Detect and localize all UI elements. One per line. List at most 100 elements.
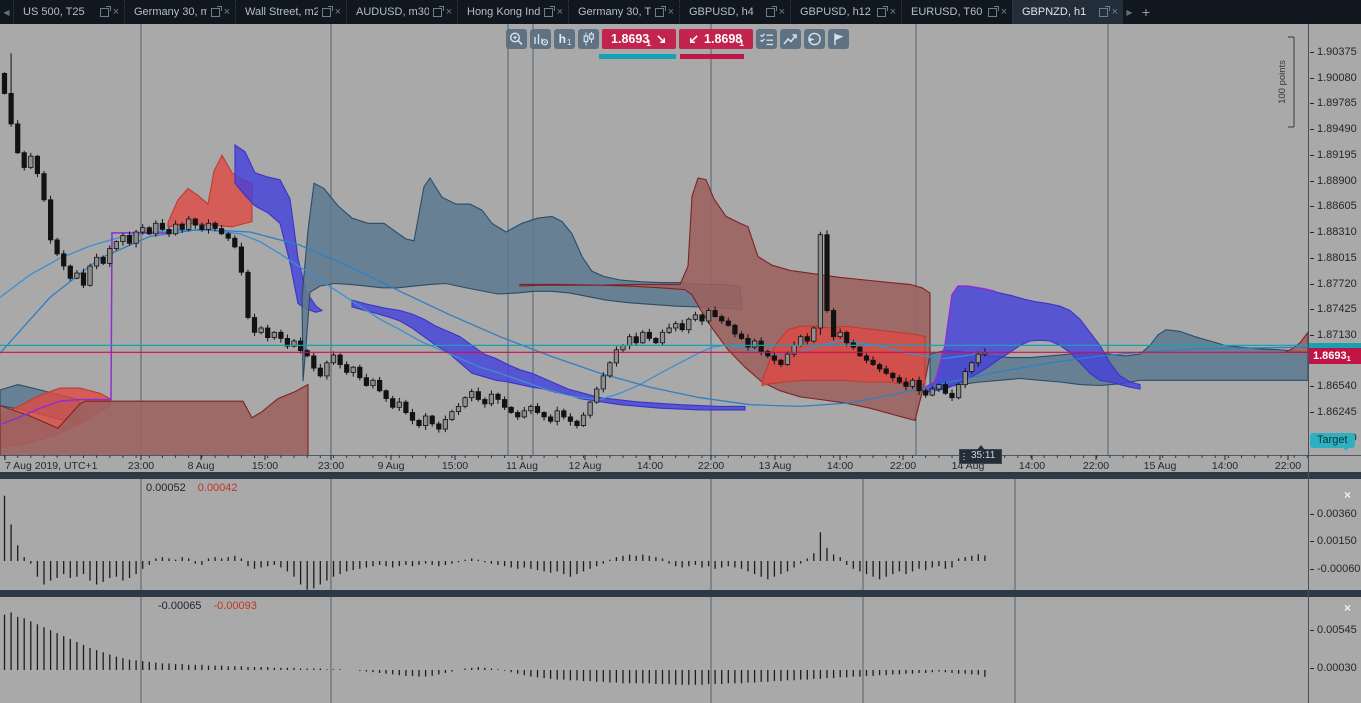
tab-close-icon[interactable]: × [778,5,785,18]
price-tick: 1.86245 [1309,406,1357,418]
sell-button[interactable]: 1.86931 [602,29,676,49]
time-label: 14:00 [1019,460,1045,472]
popout-icon[interactable] [210,5,222,17]
oscillator1-axis[interactable]: 0.00360 0.00150 -0.00060 [1309,479,1361,590]
chart-tab-eurusd-t60[interactable]: EURUSD, T60 × [901,0,1012,24]
oscillator2-canvas[interactable] [0,597,1308,703]
oscillator2-axis[interactable]: 0.00545 0.00030 [1309,597,1361,703]
time-label: 23:00 [128,460,154,472]
time-label: 22:00 [1083,460,1109,472]
price-tick: 1.90080 [1309,72,1357,84]
time-label: 7 Aug 2019, UTC+1 [5,460,98,472]
tab-close-icon[interactable]: × [1000,5,1007,18]
chart-tab-bar: ◀ US 500, T25 ×Germany 30, m2 ×Wall Stre… [0,0,1361,24]
tab-close-icon[interactable]: × [112,5,119,18]
popout-icon[interactable] [99,5,111,17]
close-icon: × [1343,488,1351,502]
candlestick-chart-canvas[interactable]: 100 points [0,24,1308,455]
sentiment-button[interactable] [804,29,825,49]
time-label: 23:00 [318,460,344,472]
tab-label: GBPUSD, h4 [689,6,754,18]
sell-price: 1.86931 [611,32,651,48]
panel-separator[interactable] [0,590,1361,597]
price-tick: 1.87425 [1309,303,1357,315]
chart-tab-germany-30-t60[interactable]: Germany 30, T60 × [568,0,679,24]
chart-type-button[interactable] [578,29,599,49]
axis-border [1308,24,1309,703]
tab-close-icon[interactable]: × [667,5,674,18]
indicators-button[interactable] [780,29,801,49]
tab-label: EURUSD, T60 [911,6,983,18]
bar-countdown-badge[interactable]: 35:11 [959,445,1003,464]
price-tick: 1.87130 [1309,329,1357,341]
time-label: 22:00 [890,460,916,472]
tab-close-icon[interactable]: × [556,5,563,18]
signals-button[interactable] [828,29,849,49]
time-label: 22:00 [1275,460,1301,472]
price-tick: 1.88605 [1309,200,1357,212]
time-label: 15 Aug [1144,460,1177,472]
tab-scroll-right-button[interactable]: ▶ [1123,0,1136,24]
oscillator1-prev-value: 0.00052 [146,482,186,494]
tabs-container: US 500, T25 ×Germany 30, m2 ×Wall Street… [13,0,1123,24]
tab-close-icon[interactable]: × [223,5,230,18]
popout-icon[interactable] [1098,5,1110,17]
chart-tab-audusd-m30[interactable]: AUDUSD, m30 × [346,0,457,24]
target-badge[interactable]: Target [1310,433,1355,451]
oscillator-tick: 0.00545 [1309,624,1357,636]
popout-icon[interactable] [543,5,555,17]
scroll-left-icon: ◀ [3,7,10,17]
chart-tab-hong-kong-ind-[interactable]: Hong Kong Ind... × [457,0,568,24]
current-price-marker: 1.86931 [1309,348,1361,364]
oscillator1-values: 0.00052 0.00042 [146,482,238,494]
watchlist-button[interactable] [756,29,777,49]
chart-tab-wall-street-m2[interactable]: Wall Street, m2 × [235,0,346,24]
add-chart-tab-button[interactable]: + [1136,0,1156,24]
popout-icon[interactable] [987,5,999,17]
chart-tab-us-500-t25[interactable]: US 500, T25 × [13,0,124,24]
popout-icon[interactable] [432,5,444,17]
oscillator-tick: -0.00060 [1309,563,1360,575]
popout-icon[interactable] [765,5,777,17]
oscillator-tick: 0.00030 [1309,662,1357,674]
oscillator1-close-button[interactable]: × [1341,489,1354,502]
buy-button[interactable]: 1.86981 [679,29,753,49]
popout-icon[interactable] [321,5,333,17]
tab-scroll-left-button[interactable]: ◀ [0,0,13,24]
zoom-button[interactable] [506,29,527,49]
tab-close-icon[interactable]: × [445,5,452,18]
price-axis[interactable]: 1.90375 1.90080 1.89785 1.89490 1.89195 1.889… [1309,24,1361,455]
price-tick: 1.90375 [1309,46,1357,58]
oscillator1-canvas[interactable] [0,479,1308,590]
candlestick-icon [583,32,594,46]
chart-tab-germany-30-m2[interactable]: Germany 30, m2 × [124,0,235,24]
tab-close-icon[interactable]: × [889,5,896,18]
time-label: 15:00 [442,460,468,472]
oscillator2-close-button[interactable]: × [1341,602,1354,615]
tab-close-icon[interactable]: × [1111,5,1118,18]
time-label: 22:00 [698,460,724,472]
magnifier-plus-icon [509,32,523,46]
popout-icon[interactable] [876,5,888,17]
tab-label: Germany 30, m2 [134,6,207,18]
chart-settings-button[interactable] [530,29,551,49]
price-tick: 1.89785 [1309,97,1357,109]
chart-tab-gbpusd-h12[interactable]: GBPUSD, h12 × [790,0,901,24]
tab-close-icon[interactable]: × [334,5,341,18]
time-label: 15:00 [252,460,278,472]
time-axis[interactable]: 7 Aug 2019, UTC+1 23:00 8 Aug 15:00 23:00 9 A… [0,455,1361,472]
chart-tab-gbpusd-h4[interactable]: GBPUSD, h4 × [679,0,790,24]
time-label: 8 Aug [188,460,215,472]
popout-icon[interactable] [654,5,666,17]
sentiment-pie-icon [808,32,821,46]
tab-label: GBPUSD, h12 [800,6,871,18]
time-label: 9 Aug [378,460,405,472]
panel-separator[interactable] [0,472,1361,479]
time-label: 13 Aug [759,460,792,472]
time-label: 11 Aug [506,460,538,472]
time-label: 14:00 [827,460,853,472]
chart-tab-gbpnzd-h1[interactable]: GBPNZD, h1 × [1012,0,1123,24]
